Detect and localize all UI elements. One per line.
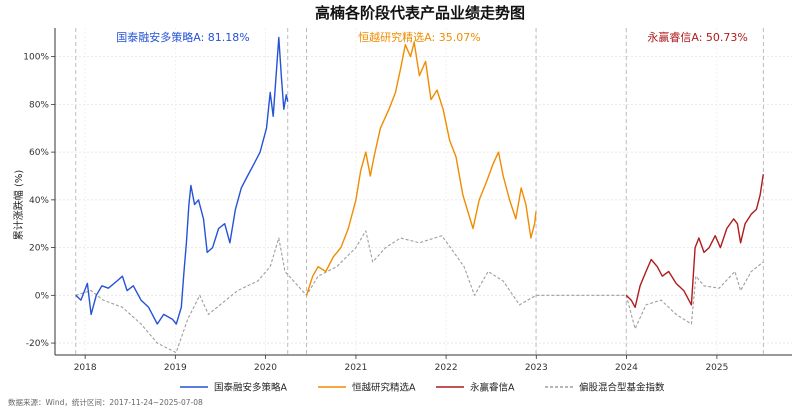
annotation-2: 永赢睿信A: 50.73% [647, 30, 747, 44]
phase-boundaries [75, 28, 764, 355]
legend-label-0: 国泰融安多策略A [214, 382, 288, 394]
x-tick-label-0: 2018 [74, 363, 97, 373]
x-tick-label-7: 2025 [705, 363, 728, 373]
legend-label-2: 永赢睿信A [470, 382, 515, 394]
x-tick-label-5: 2023 [525, 363, 548, 373]
legend-label-1: 恒越研究精选A [352, 382, 416, 394]
y-tick-label-0: -20% [26, 339, 50, 349]
source-note: 数据来源：Wind，统计区间：2017-11-24~2025-07-08 [8, 397, 203, 407]
series-line-1 [305, 41, 537, 296]
annotations: 国泰融安多策略A: 81.18% 恒越研究精选A: 35.07% 永赢睿信A: 50… [116, 30, 748, 44]
chart-title: 高楠各阶段代表产品业绩走势图 [315, 4, 525, 22]
series-line-0 [75, 36, 289, 325]
legend: 国泰融安多策略A 恒越研究精选A 永赢睿信A 偏股混合型基金指数 [180, 382, 665, 394]
x-tick-label-6: 2024 [615, 363, 638, 373]
grid [55, 28, 792, 355]
series-line-2 [625, 174, 764, 308]
axes: -20% 0% 20% 40% 60% 80% 100% 2018 2019 2020 2021 20… [23, 28, 792, 373]
y-tick-label-4: 60% [29, 148, 49, 158]
y-axis-label: 累计涨跌幅 (%) [12, 170, 25, 241]
x-tick-label-1: 2019 [164, 363, 187, 373]
y-tick-label-2: 20% [29, 244, 49, 254]
x-tick-label-3: 2021 [344, 363, 367, 373]
legend-label-3: 偏股混合型基金指数 [579, 382, 665, 394]
y-tick-label-6: 100% [23, 53, 49, 63]
y-tick-label-1: 0% [35, 291, 50, 301]
y-tick-label-3: 40% [29, 196, 49, 206]
annotation-1: 恒越研究精选A: 35.07% [358, 30, 480, 44]
x-tick-label-4: 2022 [435, 363, 458, 373]
x-tick-label-2: 2020 [254, 363, 277, 373]
series-lines [75, 36, 764, 354]
y-tick-label-5: 80% [29, 100, 49, 110]
series-line-3 [75, 230, 764, 354]
annotation-0: 国泰融安多策略A: 81.18% [116, 30, 249, 44]
